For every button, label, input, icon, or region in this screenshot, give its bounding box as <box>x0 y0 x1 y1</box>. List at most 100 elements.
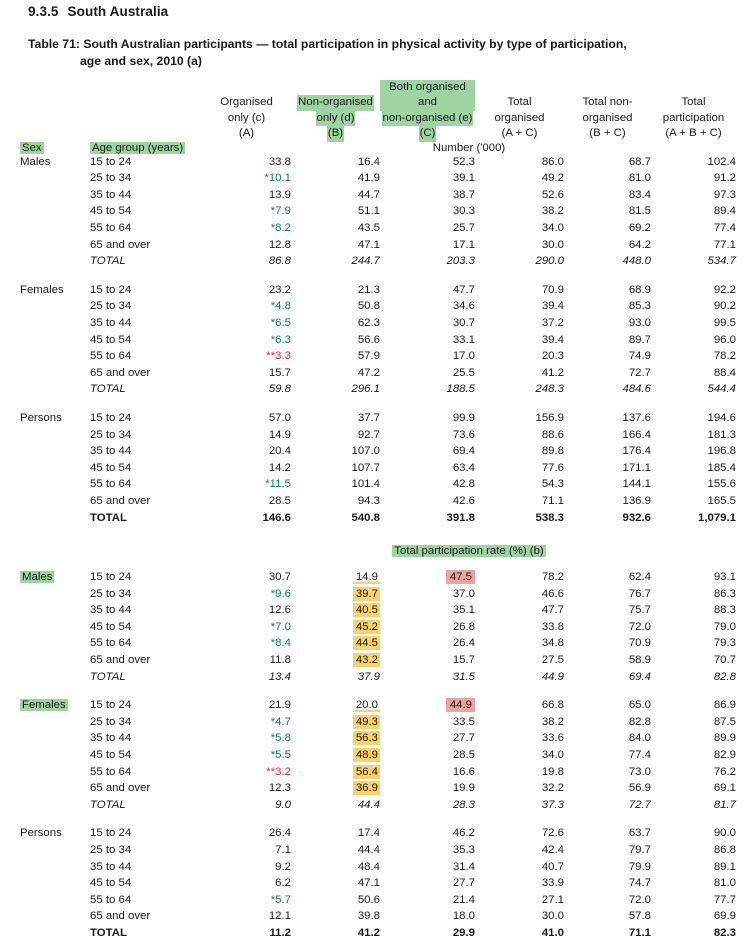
cell-value: 42.4 <box>541 844 564 856</box>
cell-value: 137.6 <box>622 411 651 424</box>
row-group-spacer <box>20 365 90 382</box>
data-cell: 62.3 <box>291 315 380 332</box>
data-cell: 81.0 <box>564 170 651 187</box>
data-cell: 40.5 <box>291 602 380 619</box>
cell-value: 37.2 <box>541 316 564 329</box>
data-cell: 448.0 <box>564 253 651 270</box>
cell-value: 35.1 <box>452 604 475 617</box>
row-group-spacer <box>20 220 90 237</box>
data-cell: 39.7 <box>291 586 380 603</box>
data-cell: 12.8 <box>202 237 291 254</box>
stub-label-age-group-text: Age group (years) <box>90 141 186 154</box>
cell-value: 77.6 <box>541 461 564 474</box>
data-cell: 89.8 <box>475 443 564 460</box>
data-cell: 30.0 <box>475 237 564 254</box>
cell-value: *6.5 <box>270 316 291 329</box>
table-row: 55 to 64 **3.2 56.4 16.6 19.8 73.0 76.2 <box>20 764 736 781</box>
cell-value: 196.8 <box>707 445 736 458</box>
row-group-spacer <box>20 315 90 332</box>
cell-value: 52.6 <box>541 188 564 201</box>
cell-value: 44.5 <box>352 636 380 651</box>
data-cell: 89.9 <box>651 730 736 747</box>
cell-value: 544.4 <box>707 383 736 396</box>
data-cell: 46.6 <box>475 586 564 603</box>
spacer-cell <box>20 398 736 410</box>
data-cell: 72.0 <box>564 892 651 909</box>
data-cell: 50.8 <box>291 298 380 315</box>
data-cell: 484.6 <box>564 381 651 398</box>
data-cell: 39.1 <box>380 170 475 187</box>
cell-value: 23.2 <box>268 283 291 296</box>
table-row: 35 to 44 *6.5 62.3 30.7 37.2 93.0 99.5 <box>20 315 736 332</box>
row-group-spacer <box>20 859 90 876</box>
data-cell: 56.6 <box>291 332 380 349</box>
table-row: 45 to 54 *5.5 48.9 28.5 34.0 77.4 82.9 <box>20 747 736 764</box>
data-cell: 79.3 <box>651 635 736 652</box>
data-cell: 86.9 <box>651 697 736 714</box>
row-group-spacer <box>20 253 90 270</box>
data-cell: 71.1 <box>475 493 564 510</box>
column-header-line: only (d) <box>315 110 356 127</box>
cell-value: 76.7 <box>628 587 651 600</box>
data-cell: 44.9 <box>380 697 475 714</box>
column-header-line: (B) <box>326 126 345 142</box>
table-title-line2: age and sex, 2010 (a) <box>80 54 202 68</box>
cell-value: 16.6 <box>452 765 475 778</box>
data-cell: 171.1 <box>564 460 651 477</box>
table-row: 45 to 54 *6.3 56.6 33.1 39.4 89.7 96.0 <box>20 332 736 349</box>
participation-table: Organised only (c) (A) Non-organised only (d… <box>20 80 736 942</box>
column-header-line: (B + C) <box>589 127 626 140</box>
cell-value: 29.9 <box>452 926 475 939</box>
column-header-non-organised: Non-organised only (d) (B) <box>291 80 380 142</box>
data-cell: 26.8 <box>380 619 475 636</box>
cell-value: 25.5 <box>452 366 475 379</box>
cell-value: 448.0 <box>622 255 651 268</box>
data-cell: 34.6 <box>380 298 475 315</box>
data-cell: 62.4 <box>564 569 651 586</box>
cell-value: 50.8 <box>357 300 380 313</box>
row-group-label-text: Males <box>20 155 51 168</box>
age-group-label: 45 to 54 <box>90 620 132 633</box>
data-cell: 88.6 <box>475 427 564 444</box>
data-cell: 79.7 <box>564 842 651 859</box>
data-cell: 19.8 <box>475 764 564 781</box>
row-group-spacer <box>20 203 90 220</box>
cell-value: 82.3 <box>713 926 736 939</box>
cell-value: 14.9 <box>268 428 291 441</box>
cell-value: 34.8 <box>541 637 564 650</box>
data-cell: 48.9 <box>291 747 380 764</box>
data-cell: *5.8 <box>202 730 291 747</box>
row-group-spacer <box>20 875 90 892</box>
row-group-spacer <box>20 635 90 652</box>
data-cell: 52.3 <box>380 154 475 171</box>
cell-value: 30.0 <box>541 910 564 923</box>
data-cell: 47.1 <box>291 237 380 254</box>
cell-value: 56.9 <box>628 782 651 795</box>
column-header-line: (A + C) <box>501 127 538 140</box>
cell-value: 44.4 <box>357 844 380 856</box>
data-cell: 20.4 <box>202 443 291 460</box>
cell-value: 11.2 <box>269 926 291 939</box>
cell-value: 93.1 <box>713 571 736 584</box>
data-cell: 82.8 <box>651 669 736 686</box>
data-cell: 77.6 <box>475 460 564 477</box>
cell-value: 171.1 <box>622 461 651 474</box>
row-group-spacer <box>20 510 90 527</box>
age-group-label: TOTAL <box>90 383 126 396</box>
cell-value: 37.9 <box>357 670 380 683</box>
age-group-label: 15 to 24 <box>90 283 132 296</box>
cell-value: 391.8 <box>446 511 475 524</box>
cell-value: 1,079.1 <box>697 511 736 524</box>
cell-value: *5.8 <box>270 732 291 745</box>
data-cell: 37.9 <box>291 669 380 686</box>
cell-value: 12.6 <box>268 604 291 617</box>
cell-value: 43.5 <box>357 222 380 234</box>
table-row: 35 to 44 *5.8 56.3 27.7 33.6 84.0 89.9 <box>20 730 736 747</box>
data-cell: 87.5 <box>651 714 736 731</box>
cell-value: 77.7 <box>713 893 736 906</box>
cell-value: *7.9 <box>270 205 291 218</box>
cell-value: 71.1 <box>628 926 651 939</box>
age-group-label: 15 to 24 <box>90 411 132 424</box>
data-cell: 86.8 <box>202 253 291 270</box>
data-cell: 49.3 <box>291 714 380 731</box>
